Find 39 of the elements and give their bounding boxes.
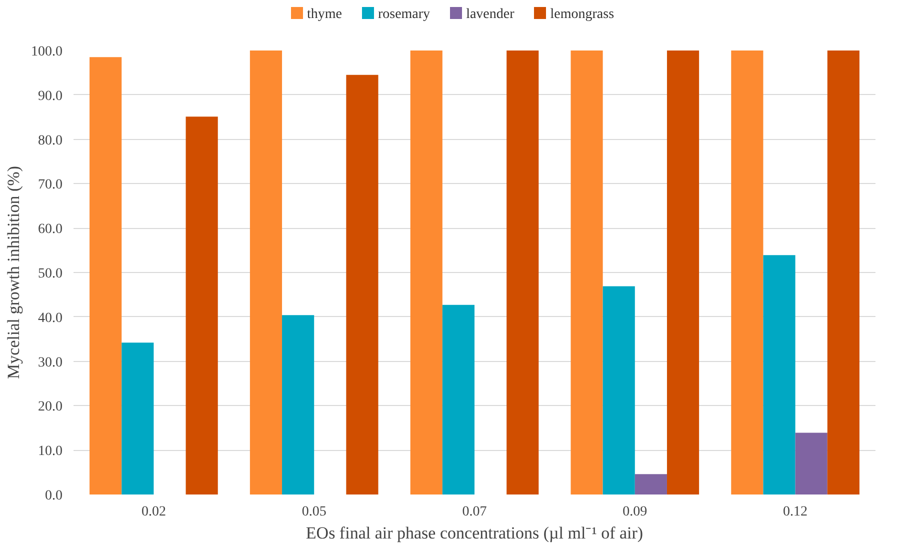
bar	[410, 50, 442, 494]
bar	[666, 50, 700, 494]
bar	[250, 50, 282, 494]
y-tick-label: 70.0	[38, 178, 62, 193]
y-tick-label: 90.0	[38, 88, 62, 104]
bar	[570, 50, 603, 494]
bar	[282, 315, 314, 494]
bar	[346, 74, 378, 494]
x-axis-title: EOs final air phase concentrations (µl ml⁻¹ of air)	[306, 524, 644, 542]
bar	[90, 57, 122, 494]
bar	[602, 286, 635, 494]
x-tick-label: 0.07	[462, 504, 487, 520]
bar	[186, 116, 218, 494]
y-axis-title: Mycelial growth inhibition (%)	[4, 166, 23, 379]
x-tick-label: 0.05	[302, 504, 326, 520]
bar	[763, 255, 796, 494]
bar	[442, 304, 474, 494]
y-tick-label: 10.0	[38, 444, 62, 460]
bar	[634, 474, 667, 494]
bar	[731, 50, 764, 494]
y-tick-label: 20.0	[38, 400, 62, 415]
legend-item: lavender	[450, 7, 514, 22]
legend-item: rosemary	[362, 7, 430, 22]
bar	[506, 50, 539, 494]
y-tick-label: 40.0	[38, 310, 62, 326]
legend-item: thyme	[290, 7, 342, 22]
y-tick-label: 80.0	[38, 133, 62, 148]
y-tick-label: 100.0	[31, 44, 62, 60]
x-tick-label: 0.02	[141, 504, 166, 520]
y-tick-label: 50.0	[38, 266, 62, 282]
x-tick-label: 0.12	[783, 504, 808, 520]
bar	[795, 432, 828, 494]
y-tick-label: 60.0	[38, 222, 62, 238]
bar	[827, 50, 860, 494]
bar	[122, 342, 154, 494]
legend-item: lemongrass	[534, 7, 614, 22]
y-tick-label: 0.0	[45, 488, 62, 504]
x-tick-label: 0.09	[622, 504, 648, 520]
y-tick-label: 30.0	[38, 355, 62, 370]
